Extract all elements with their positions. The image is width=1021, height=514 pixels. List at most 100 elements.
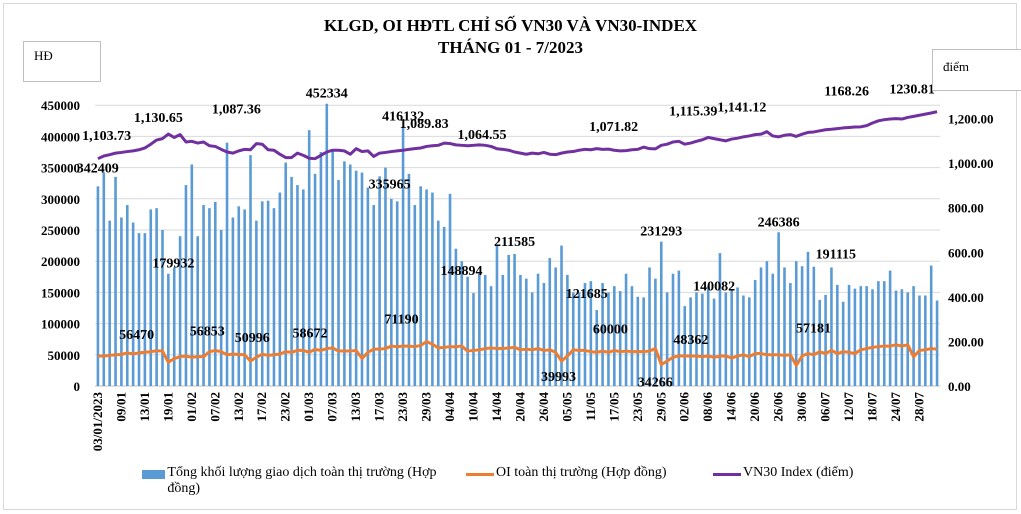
data-label: 148894 xyxy=(440,264,482,279)
data-label: 60000 xyxy=(593,323,628,338)
volume-bar xyxy=(401,126,405,387)
data-label: 56470 xyxy=(119,328,154,343)
volume-bar xyxy=(172,267,176,386)
volume-bar xyxy=(882,281,886,386)
volume-bar xyxy=(548,258,552,386)
y-tick-label: 0 xyxy=(74,379,81,394)
volume-bar xyxy=(219,230,223,386)
volume-bar xyxy=(654,278,657,386)
volume-bar xyxy=(149,209,153,386)
volume-bar xyxy=(302,189,305,386)
volume-bar xyxy=(436,220,440,386)
volume-bar xyxy=(519,274,522,386)
volume-bar xyxy=(554,267,557,386)
x-tick-label: 17/05 xyxy=(606,392,621,422)
legend-label-oi: OI toàn thị trường (Hợp đồng) xyxy=(496,465,667,480)
x-tick-label: 07/02 xyxy=(207,392,222,422)
data-label: 1,115.39 xyxy=(669,104,717,119)
volume-bar xyxy=(753,279,757,386)
volume-bar xyxy=(243,209,246,386)
volume-bar xyxy=(348,164,352,386)
volume-bar xyxy=(853,288,857,386)
volume-bar xyxy=(747,297,751,386)
volume-bar xyxy=(102,172,106,386)
data-label: 34266 xyxy=(638,376,673,391)
volume-bar xyxy=(167,273,170,386)
data-label: 179932 xyxy=(152,257,194,272)
vn30-line xyxy=(97,110,938,161)
data-label: 1,103.73 xyxy=(82,129,131,144)
x-tick-label: 11/05 xyxy=(583,392,598,421)
y-tick-label: 100000 xyxy=(41,317,80,332)
volume-bar xyxy=(114,176,117,386)
volume-bar xyxy=(695,292,698,386)
chart-frame xyxy=(3,3,1017,510)
volume-bar xyxy=(208,208,211,386)
y-tick-label: 300000 xyxy=(41,192,80,207)
volume-bar xyxy=(96,186,100,386)
volume-bar xyxy=(536,273,540,386)
volume-bar xyxy=(413,205,417,386)
y-tick-label: 350000 xyxy=(41,161,80,176)
x-tick-label: 20/04 xyxy=(512,392,527,422)
x-tick-label: 13/02 xyxy=(231,392,246,422)
volume-bar xyxy=(583,283,587,386)
volume-bar xyxy=(865,286,868,386)
volume-bar xyxy=(266,200,270,386)
volume-bar xyxy=(384,167,387,386)
volume-bar xyxy=(472,293,475,386)
volume-bar xyxy=(483,274,487,386)
volume-bar xyxy=(290,176,293,386)
volume-bar xyxy=(847,284,851,386)
data-label: 191115 xyxy=(816,248,856,263)
x-tick-label: 30/06 xyxy=(794,392,809,422)
volume-bar xyxy=(818,299,822,386)
x-tick-label: 20/06 xyxy=(747,392,762,422)
volume-bar xyxy=(325,103,329,386)
volume-bar xyxy=(789,283,792,386)
volume-bar xyxy=(190,164,194,386)
volume-bar xyxy=(689,297,692,386)
volume-bar xyxy=(530,292,534,386)
legend-item-vn30: VN30 Index (điểm) xyxy=(713,465,853,481)
volume-bar xyxy=(478,273,481,386)
legend-swatch-vn30 xyxy=(713,473,741,476)
volume-bar xyxy=(419,186,422,386)
data-label: 1,064.55 xyxy=(457,128,506,143)
volume-bar xyxy=(442,226,446,386)
volume-bar xyxy=(871,289,874,386)
volume-bar xyxy=(900,289,904,386)
x-tick-label: 29/03 xyxy=(419,392,434,422)
volume-bar xyxy=(466,276,469,386)
volume-bar xyxy=(143,233,147,386)
volume-bar xyxy=(390,198,393,386)
volume-bar xyxy=(178,236,182,386)
data-label: 1,141.12 xyxy=(717,101,766,116)
x-tick-label: 13/01 xyxy=(137,392,152,422)
volume-bar xyxy=(613,286,616,386)
volume-bar xyxy=(501,274,505,386)
x-tick-label: 24/07 xyxy=(888,392,903,422)
data-label: 246386 xyxy=(758,215,800,230)
volume-bar xyxy=(577,292,581,386)
volume-bar xyxy=(906,292,910,386)
volume-bar xyxy=(120,217,123,386)
volume-bar xyxy=(360,172,364,386)
volume-bar xyxy=(425,189,428,386)
x-tick-label: 17/02 xyxy=(254,392,269,422)
volume-bar xyxy=(806,251,810,386)
x-tick-label: 29/05 xyxy=(653,392,668,422)
x-tick-label: 06/07 xyxy=(818,392,833,422)
volume-bar xyxy=(196,236,199,386)
x-tick-label: 12/07 xyxy=(841,392,856,422)
volume-bar xyxy=(125,205,129,386)
data-label: 56853 xyxy=(190,325,225,340)
volume-bar xyxy=(155,208,158,386)
x-tick-label: 18/07 xyxy=(865,392,880,422)
volume-bar xyxy=(701,293,704,386)
volume-bar xyxy=(777,232,780,386)
volume-bar xyxy=(836,284,839,386)
data-label: 1230.81 xyxy=(889,83,935,98)
volume-bar xyxy=(495,245,499,386)
